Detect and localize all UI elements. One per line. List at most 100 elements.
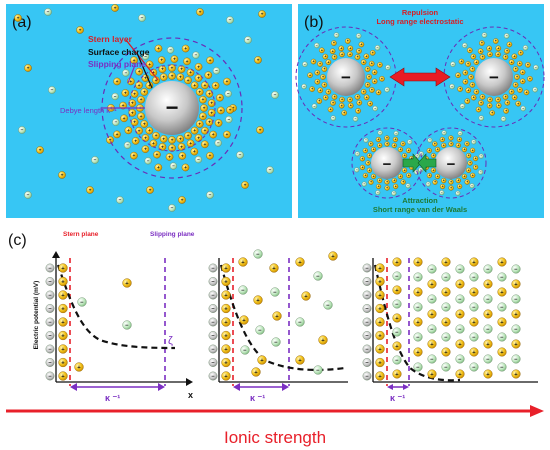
- b-stern-cation-icon: +: [371, 78, 378, 85]
- stern-cation-icon-sign: +: [378, 279, 382, 285]
- b-diffuse-cation-icon-sign: +: [369, 102, 371, 106]
- surface-charge-icon-sign: −: [365, 293, 369, 299]
- stern-cation-icon-sign: +: [189, 142, 192, 147]
- stern-cation-icon-body: [58, 263, 68, 273]
- b-stern-cation-icon-sign: +: [358, 49, 360, 53]
- free-anion-icon: −: [236, 151, 244, 159]
- b-stern-cation-icon-body: [356, 99, 363, 106]
- b-diffuse-anion-icon-body: [533, 64, 539, 71]
- b-stern-cation-icon-sign: +: [399, 174, 401, 178]
- diffuse-anion-icon-sign: −: [217, 140, 220, 145]
- surface-charge-icon-sign: −: [48, 320, 52, 326]
- b-stern-cation-icon-body: [369, 87, 375, 93]
- b-stern-cation-icon: +: [508, 59, 515, 66]
- stern-cation-icon-body: [168, 64, 176, 72]
- b-diffuse-cation-icon: +: [309, 86, 315, 92]
- b-stern-cation-icon-body: [363, 94, 370, 101]
- stern-cation-icon-body: [221, 357, 231, 368]
- b-diffuse-cation-icon-body: [479, 40, 485, 46]
- diffuse-cation-icon-body: [120, 114, 128, 123]
- diffuse-cation-icon: +: [113, 130, 121, 139]
- b-diffuse-anion-icon-body: [314, 42, 320, 49]
- b-stern-cation-icon-body: [339, 96, 345, 103]
- diffuse-anion-icon-body: [194, 156, 203, 164]
- b-diffuse-cation-icon-sign: +: [434, 142, 436, 146]
- b-stern-cation-icon: +: [377, 142, 383, 149]
- anion-icon-sign: −: [125, 323, 129, 329]
- b-stern-cation-icon: +: [354, 54, 361, 60]
- anion-icon-body: [483, 264, 493, 274]
- surface-charge-icon: −: [208, 317, 218, 327]
- b-stern-cation-icon: +: [321, 82, 328, 88]
- b-diffuse-cation-icon-body: [379, 75, 385, 82]
- free-cation-icon-body: [226, 106, 234, 114]
- surface-charge-icon-body: [362, 358, 372, 367]
- stern-cation-icon: +: [140, 88, 149, 96]
- subplot-1-ions: −−−−−−−−−+++++++++−+−+: [45, 263, 132, 381]
- surface-charge-icon-body: [208, 344, 218, 354]
- cation-icon-body: [455, 279, 465, 289]
- diffuse-cation-icon-sign: +: [197, 65, 200, 70]
- stern-cation-icon: +: [168, 64, 176, 72]
- cation-icon: +: [441, 257, 451, 267]
- cation-icon-sign: +: [77, 365, 81, 371]
- stern-cation-icon: +: [140, 120, 149, 128]
- subplot-3-ions: −−−−−−−−−++++++++++−+−+−+−++−+−+−+−−+−+−…: [362, 257, 521, 381]
- b-diffuse-anion-icon-sign: −: [365, 138, 367, 142]
- diffuse-cation-icon: +: [206, 151, 214, 160]
- surface-charge-icon: −: [362, 290, 372, 300]
- stern-cation-icon-body: [375, 357, 385, 368]
- subplot-1-y-arrow-icon: [52, 251, 60, 258]
- b-stern-cation-icon: +: [365, 160, 371, 166]
- b-diffuse-cation-icon-sign: +: [527, 63, 529, 67]
- diffuse-cation-icon-body: [165, 153, 174, 161]
- b-diffuse-cation-icon-sign: +: [491, 111, 493, 115]
- stern-cation-icon-sign: +: [152, 142, 155, 147]
- b-stern-cation-icon-sign: +: [489, 104, 491, 108]
- b-stern-cation-icon-sign: +: [356, 55, 358, 59]
- b-diffuse-anion-icon: −: [384, 87, 390, 93]
- stern-cation-icon-body: [130, 90, 139, 98]
- b-diffuse-cation-icon-body: [467, 47, 473, 54]
- anion-icon-sign: −: [395, 358, 399, 364]
- subplot-low-ionic: x Stern plane Slipping plane ζ κ ⁻¹ −−−−…: [45, 231, 195, 403]
- anion-icon: −: [413, 302, 423, 312]
- b-diffuse-cation-icon-sign: +: [361, 157, 363, 161]
- diffuse-anion-icon: −: [192, 51, 200, 59]
- b-stern-cation-icon-sign: +: [399, 148, 401, 152]
- free-anion-icon-sign: −: [141, 17, 144, 22]
- b-stern-cation-icon-body: [495, 102, 502, 109]
- free-anion-icon-body: [48, 86, 56, 94]
- b-stern-cation-icon-body: [347, 45, 354, 52]
- b-diffuse-cation-icon-body: [367, 100, 373, 107]
- cation-icon: +: [497, 257, 507, 267]
- stern-cation-icon: +: [158, 65, 167, 73]
- subplot-3-kappa-right-head-icon: [403, 384, 409, 390]
- cation-icon-body: [483, 279, 493, 289]
- panel-a-particle-sign: −: [166, 95, 179, 120]
- diffuse-cation-icon-body: [178, 152, 187, 160]
- b-stern-cation-icon: +: [469, 82, 476, 88]
- b-stern-cation-icon-sign: +: [332, 49, 334, 53]
- surface-charge-icon-sign: −: [211, 333, 215, 339]
- cation-icon-sign: +: [458, 342, 462, 348]
- b-stern-cation-icon: +: [504, 99, 511, 106]
- b-stern-cation-icon-body: [504, 99, 511, 106]
- free-cation-icon-body: [178, 196, 186, 204]
- b-diffuse-cation-icon: +: [517, 50, 524, 56]
- diffuse-cation-icon-body: [223, 130, 231, 139]
- stern-cation-icon: +: [128, 99, 137, 108]
- stern-cation-icon-sign: +: [208, 92, 211, 97]
- stern-cation-icon-body: [195, 88, 204, 96]
- b-diffuse-cation-icon-sign: +: [411, 157, 413, 161]
- diffuse-anion-icon-sign: −: [227, 91, 230, 96]
- b-diffuse-anion-icon-sign: −: [534, 88, 536, 92]
- b-diffuse-cation-icon-body: [327, 106, 334, 113]
- b-diffuse-cation-icon: +: [384, 135, 390, 141]
- b-diffuse-cation-icon: +: [362, 172, 369, 179]
- diffuse-cation-icon: +: [216, 93, 224, 102]
- stern-cation-icon-body: [375, 263, 385, 273]
- cation-icon-sign: +: [416, 260, 420, 266]
- b-diffuse-anion-icon-body: [427, 137, 433, 143]
- subplot-2-kappa-label: κ ⁻¹: [250, 393, 265, 403]
